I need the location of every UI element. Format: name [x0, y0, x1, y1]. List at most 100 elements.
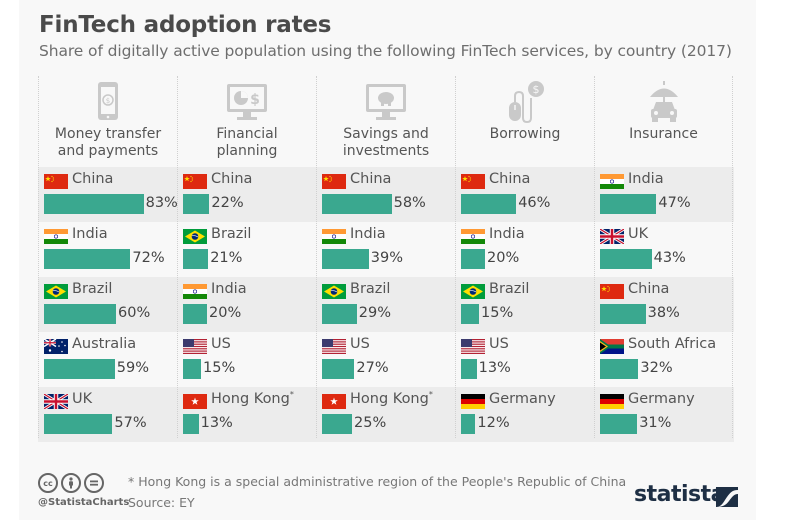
twitter-handle[interactable]: @StatistaCharts: [38, 497, 130, 508]
flag-br-icon: [183, 229, 207, 244]
country-label: UK: [628, 226, 649, 242]
bar: [183, 194, 210, 214]
country-label: Brazil: [211, 226, 252, 242]
value-label: 83%: [145, 195, 178, 211]
flag-br-icon: [44, 284, 68, 299]
category-column: $ Financial planning China 22% Brazil 21% India…: [177, 76, 316, 438]
value-label: 15%: [481, 305, 514, 321]
country-label: Australia: [72, 336, 137, 352]
chart-subtitle: Share of digitally active population usi…: [39, 42, 732, 60]
category-label-line: investments: [342, 143, 430, 159]
category-label-line: Savings and: [343, 126, 429, 142]
category-label-line: Financial: [216, 126, 278, 142]
country-label: China: [72, 171, 114, 187]
category-label-line: Borrowing: [489, 126, 561, 142]
category-label-line: and payments: [57, 143, 159, 159]
value-label: 13%: [478, 360, 511, 376]
flag-in-icon: [183, 284, 207, 299]
bar: [600, 414, 638, 434]
bar: [322, 194, 392, 214]
category-label-line: Money transfer: [54, 126, 162, 142]
bar-entry: Hong Kong* 25%: [317, 387, 456, 442]
country-label: China: [350, 171, 392, 187]
bar-entry: India 47%: [595, 167, 734, 222]
country-label: Brazil: [489, 281, 530, 297]
category-header: Insurance: [595, 76, 732, 167]
bar: [600, 249, 652, 269]
category-label-line: Insurance: [629, 126, 698, 142]
country-label: India: [350, 226, 386, 242]
bar-entry: Brazil 21%: [178, 222, 317, 277]
flag-cn-icon: [44, 174, 68, 189]
bar-entry: India 72%: [39, 222, 178, 277]
statista-logo-mark-icon: [716, 487, 738, 507]
category-column: $ Borrowing China 46% India 20% Brazil 15% US 13%…: [455, 76, 594, 438]
bar: [461, 359, 477, 379]
value-label: 20%: [209, 305, 242, 321]
flag-hk-icon: [322, 394, 346, 409]
bar-entry: India 39%: [317, 222, 456, 277]
category-label: Savings and investments: [317, 126, 455, 160]
svg-text:$: $: [533, 83, 540, 96]
flag-de-icon: [461, 394, 485, 409]
value-label: 21%: [210, 250, 243, 266]
category-column: $ Money transfer and payments China 83% India…: [38, 76, 178, 438]
value-label: 22%: [211, 195, 244, 211]
bar-entry: Brazil 15%: [456, 277, 595, 332]
source-label: Source: EY: [128, 495, 195, 510]
value-label: 25%: [354, 415, 387, 431]
footnote: * Hong Kong is a special administrative …: [128, 474, 627, 489]
flag-de-icon: [600, 394, 624, 409]
bar-entry: Brazil 29%: [317, 277, 456, 332]
value-label: 12%: [477, 415, 510, 431]
country-label: China: [489, 171, 531, 187]
flag-hk-icon: [183, 394, 207, 409]
bar-entry: China 58%: [317, 167, 456, 222]
country-label: India: [72, 226, 108, 242]
country-label: China: [628, 281, 670, 297]
bar-entry: China 38%: [595, 277, 734, 332]
bar: [183, 359, 201, 379]
flag-us-icon: [322, 339, 346, 354]
flag-in-icon: [461, 229, 485, 244]
bar: [44, 249, 131, 269]
bar: [183, 249, 209, 269]
bar: [600, 304, 646, 324]
value-label: 38%: [647, 305, 680, 321]
bar-entry: UK 57%: [39, 387, 178, 442]
bar-entry: Germany 12%: [456, 387, 595, 442]
category-header: $ Money transfer and payments: [39, 76, 177, 167]
footnote-mark: *: [428, 390, 433, 399]
flag-in-icon: [44, 229, 68, 244]
bar-entry: Germany 31%: [595, 387, 734, 442]
attribution-icon: [61, 473, 81, 493]
chart-title: FinTech adoption rates: [39, 12, 332, 38]
value-label: 32%: [640, 360, 673, 376]
bar-entry: US 27%: [317, 332, 456, 387]
bar: [44, 194, 144, 214]
flag-cn-icon: [600, 284, 624, 299]
bar: [461, 304, 479, 324]
creative-commons-icon: cc: [38, 473, 58, 493]
country-label: US: [350, 336, 370, 352]
category-label: Financial planning: [178, 126, 316, 160]
bar: [183, 304, 207, 324]
bar: [322, 414, 352, 434]
statista-logo[interactable]: statista: [634, 482, 725, 507]
category-label: Borrowing: [456, 126, 594, 143]
value-label: 59%: [116, 360, 150, 376]
category-label: Money transfer and payments: [39, 126, 177, 160]
value-label: 27%: [356, 360, 389, 376]
country-label: Hong Kong*: [350, 390, 433, 407]
value-label: 58%: [393, 195, 426, 211]
country-label: UK: [72, 391, 93, 407]
value-label: 39%: [370, 250, 404, 266]
umbrella-car-icon: [642, 80, 686, 124]
flag-cn-icon: [183, 174, 207, 189]
category-header: $ Borrowing: [456, 76, 594, 167]
flag-uk-icon: [44, 394, 68, 409]
country-label: Germany: [628, 391, 695, 407]
bar-entry: India 20%: [456, 222, 595, 277]
country-label: US: [211, 336, 231, 352]
category-header: Savings and investments: [317, 76, 455, 167]
